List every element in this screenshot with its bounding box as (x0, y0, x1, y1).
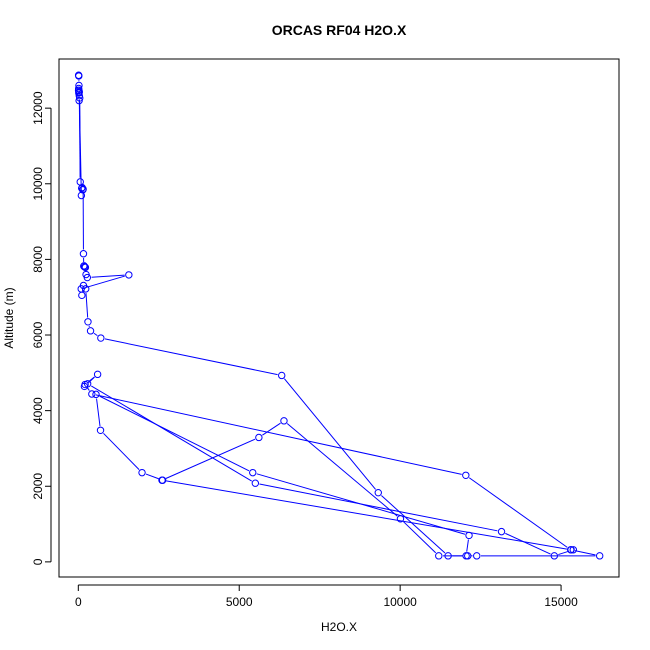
data-point (473, 552, 481, 560)
data-point (92, 390, 100, 399)
series-layer (74, 71, 604, 560)
series-segment (99, 395, 250, 472)
data-point (83, 273, 92, 282)
data-point (79, 250, 88, 258)
series-segment (91, 385, 252, 482)
x-axis-label: H2O.X (321, 620, 357, 634)
series-segment (286, 423, 398, 517)
series-segment (262, 422, 281, 436)
data-point (158, 476, 167, 484)
y-tick-label: 10000 (31, 167, 45, 201)
series-segment (85, 275, 125, 289)
y-tick-label: 12000 (31, 91, 45, 125)
data-point (93, 370, 102, 379)
series-segment (381, 495, 446, 554)
series-segment (95, 394, 462, 475)
y-tick-label: 8000 (31, 246, 45, 273)
series-segment (165, 438, 256, 479)
series-segment (104, 338, 278, 376)
data-point (396, 515, 405, 523)
x-tick-label: 15000 (544, 595, 578, 609)
x-tick-label: 0 (75, 595, 82, 609)
data-point (462, 471, 470, 479)
data-point (255, 433, 263, 442)
y-axis: 0 2000 4000 6000 8000 10000 12000 (31, 91, 52, 565)
series-segment (468, 477, 568, 548)
data-point (567, 546, 575, 554)
x-axis: 0 5000 10000 15000 (75, 584, 578, 609)
y-tick-label: 0 (31, 558, 45, 565)
chart-title: ORCAS RF04 H2O.X (272, 22, 407, 38)
data-point (84, 318, 92, 326)
data-point (280, 417, 288, 425)
series-segment (166, 480, 567, 550)
data-point (278, 371, 286, 380)
series-segment (103, 432, 140, 470)
data-point (462, 552, 470, 560)
series-segment (87, 387, 90, 391)
x-tick-label: 5000 (226, 595, 253, 609)
data-point (75, 91, 83, 100)
data-point (75, 72, 83, 80)
y-axis-label: Altitude (m) (2, 287, 16, 348)
series-segment (93, 332, 98, 337)
y-tick-label: 6000 (31, 321, 45, 348)
series-segment (259, 483, 498, 532)
series-segment (574, 550, 596, 556)
data-point (96, 426, 105, 434)
data-point (444, 552, 452, 560)
series-segment (96, 398, 101, 427)
data-point (251, 479, 260, 487)
data-point (75, 86, 83, 95)
data-point (81, 380, 89, 389)
data-point (79, 185, 87, 193)
x-tick-label: 10000 (383, 595, 417, 609)
series-segment (403, 521, 437, 554)
series-segment (558, 550, 570, 556)
data-point (550, 552, 559, 560)
data-point (81, 263, 90, 272)
data-point (595, 552, 604, 560)
data-point (86, 327, 95, 335)
series-segment (505, 532, 551, 555)
y-tick-label: 2000 (31, 473, 45, 500)
series-segment (256, 473, 466, 535)
series-segment (78, 99, 82, 192)
data-point (374, 488, 382, 497)
data-point (125, 271, 133, 279)
data-point (435, 552, 443, 560)
data-point (497, 527, 506, 536)
data-point (82, 285, 90, 293)
data-point (465, 531, 473, 540)
data-point (97, 334, 105, 342)
series-segment (145, 473, 159, 480)
y-tick-label: 4000 (31, 397, 45, 424)
data-point (88, 390, 96, 398)
plot-frame (58, 58, 620, 578)
data-point (78, 291, 86, 300)
series-segment (283, 378, 376, 490)
data-point (138, 468, 146, 477)
series-segment (85, 293, 89, 318)
data-point (569, 546, 577, 554)
series-segment (91, 274, 125, 278)
series-segment (466, 539, 469, 552)
data-point (249, 468, 257, 477)
